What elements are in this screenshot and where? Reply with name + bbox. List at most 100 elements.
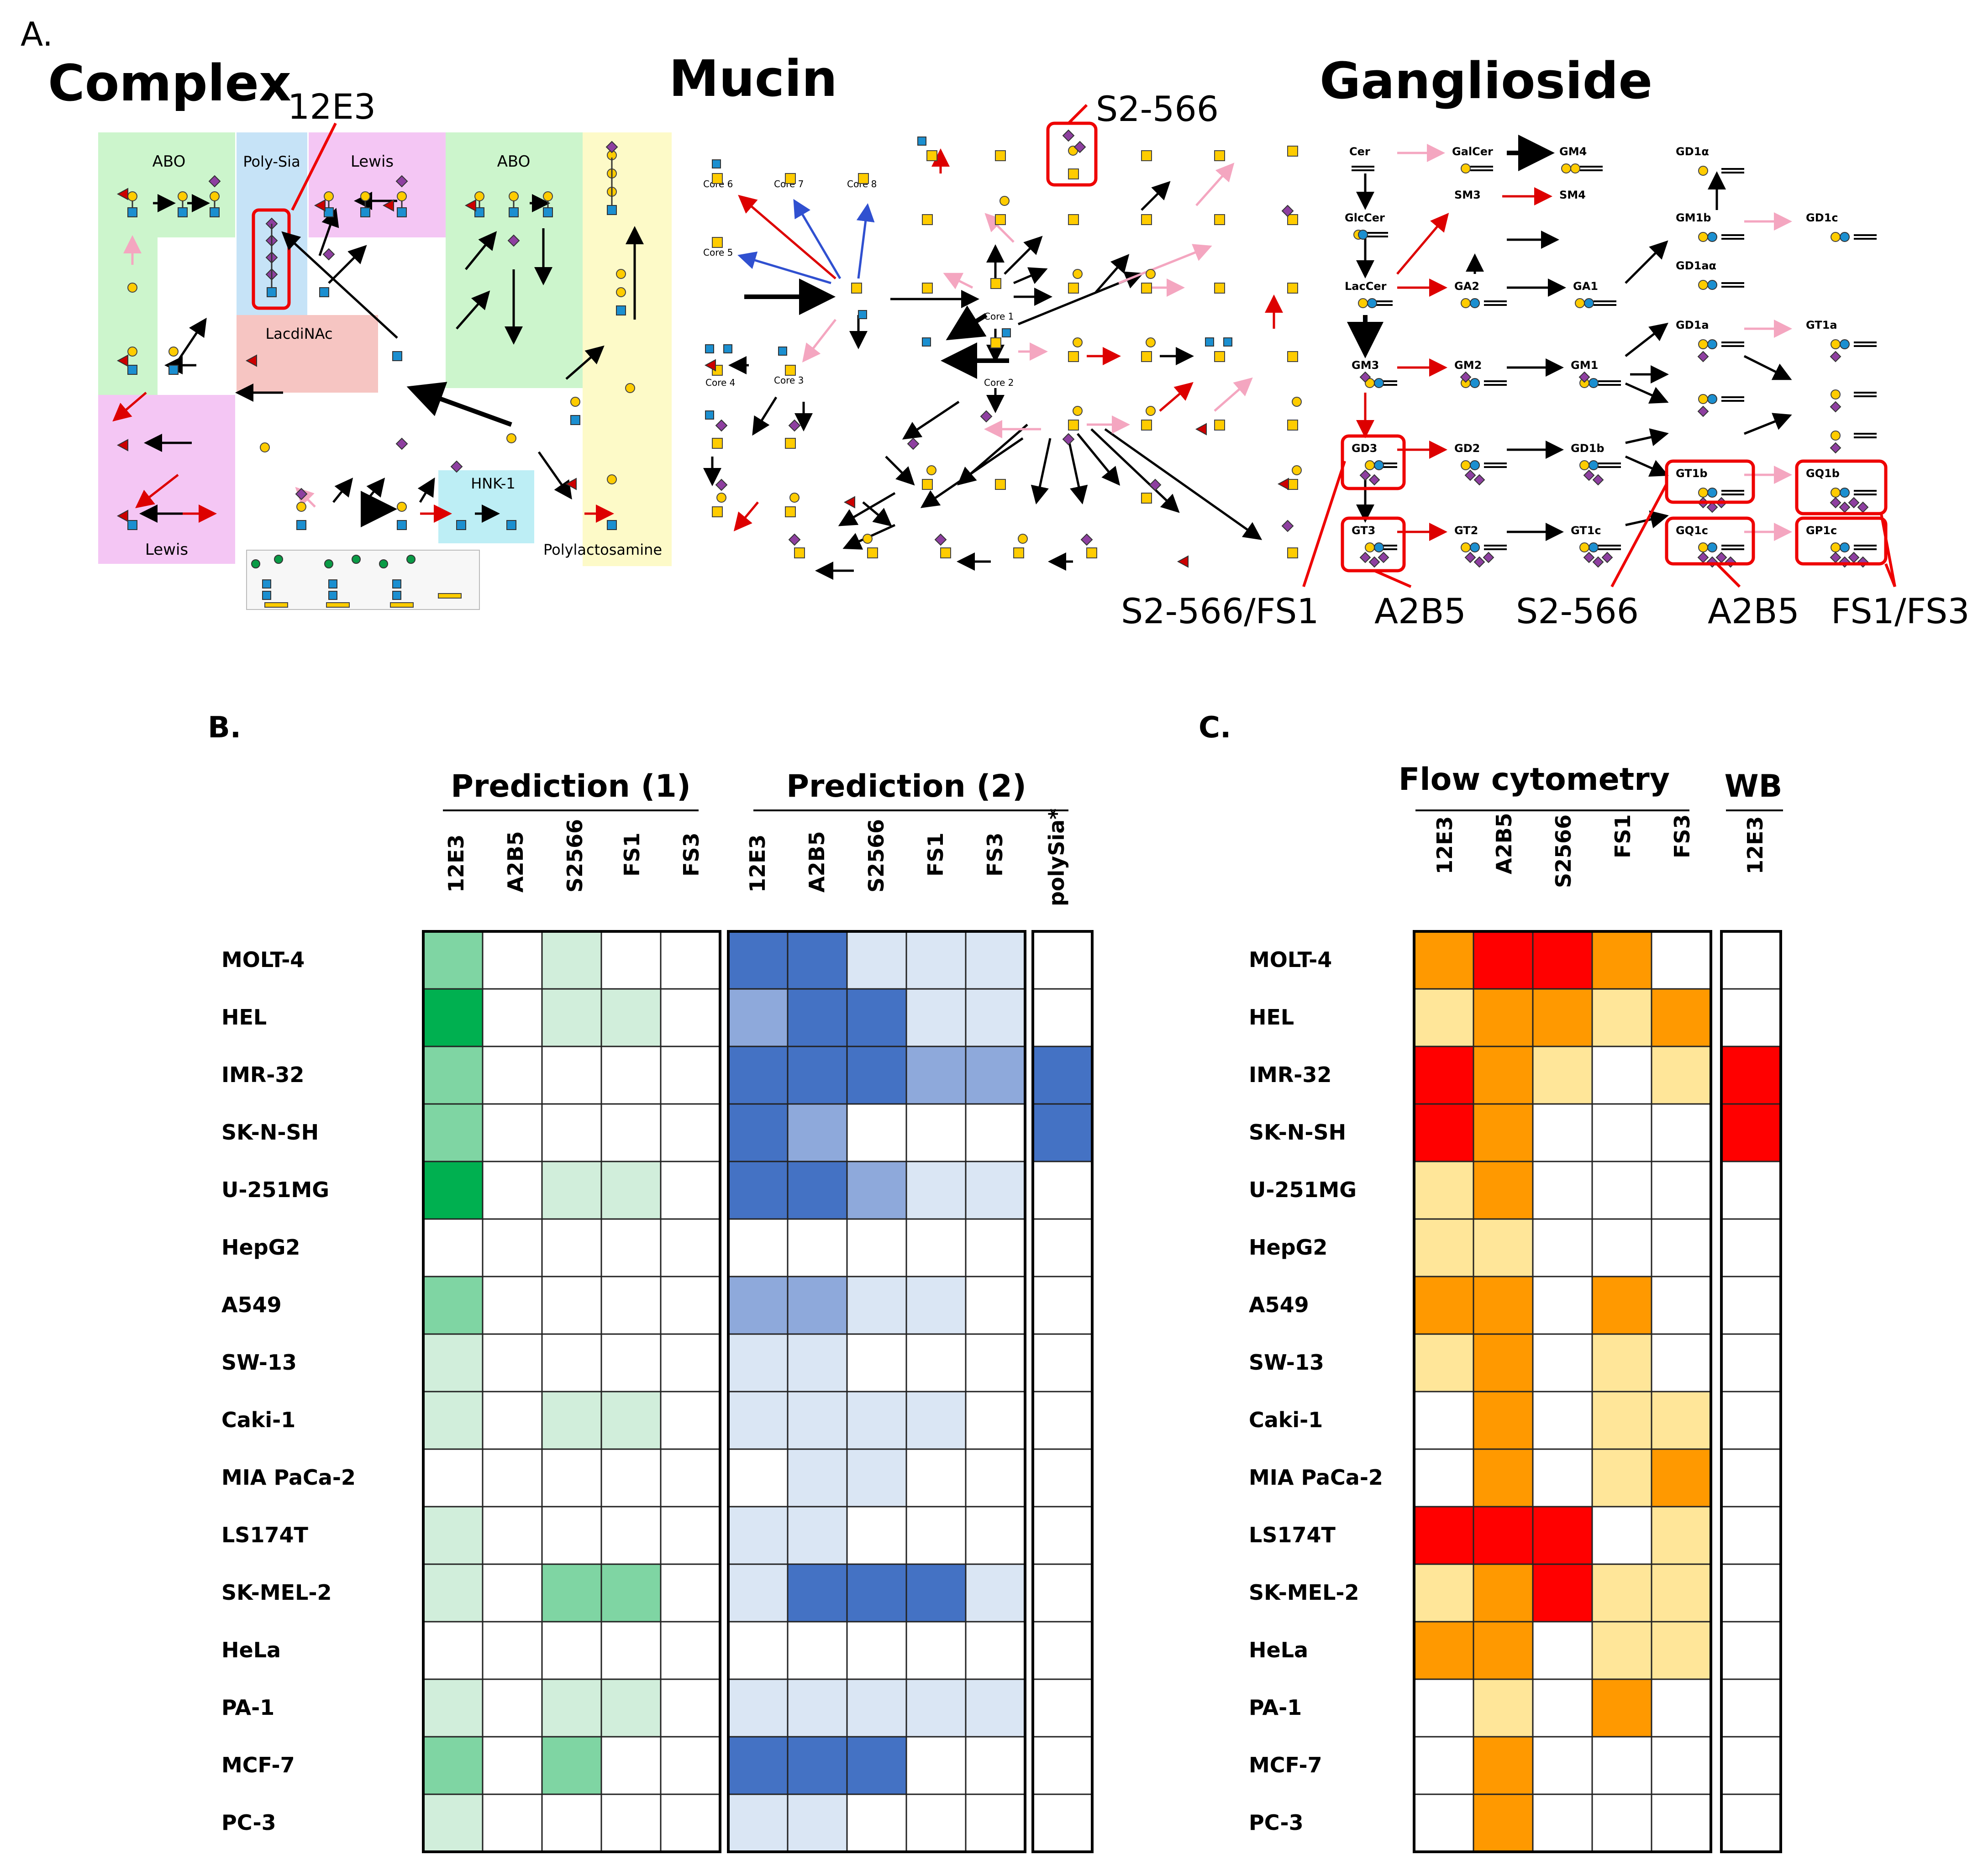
pred1-cell [541,1736,602,1795]
mucin-glycans [704,129,1302,568]
pred2-cell [727,930,789,990]
gsl-gq1c: GQ1c [1676,524,1708,537]
pred1-cell [482,1276,543,1335]
pred1-cell [660,1678,721,1738]
panel-c-row-labels: MOLT-4 HEL IMR-32 SK-N-SH U-251MG HepG2 … [1249,947,1383,1835]
pred2-col-a2b5: A2B5 [805,831,829,893]
gsl-gm2: GM2 [1454,359,1482,372]
wb-cell [1720,1391,1782,1450]
gsl-gp1c: GP1c [1806,524,1837,537]
pred2-border [727,930,1026,1853]
pred1-cell [541,1046,602,1105]
flow-cell [1532,1621,1593,1680]
pred1-cell [422,1621,484,1680]
pred2-cell [905,1448,967,1508]
panel-b-pred2-title: Prediction (2) [786,768,1026,804]
pred2-cell [905,1736,967,1795]
pred1-cell [660,1161,721,1220]
pred2-cell [727,1506,789,1565]
pred2-cell [846,1161,907,1220]
pred1-cell [422,1103,484,1162]
flow-cell [1591,1621,1652,1680]
pred1-cell [422,1046,484,1105]
pred1-cell [600,1391,662,1450]
polysia-cell [1032,1506,1093,1565]
wb-cell [1720,1103,1782,1162]
complex-abo-right-region [446,132,583,388]
panel-c-row-label: MIA PaCa-2 [1249,1465,1383,1490]
flow-cell [1473,1276,1534,1335]
flow-cell [1532,1506,1593,1565]
gsl-cer: Cer [1349,145,1370,158]
pred2-cell [905,1333,967,1393]
pred1-cell [600,1448,662,1508]
mucin-core1-label: Core 1 [984,311,1014,322]
polysia-cell [1032,1736,1093,1795]
complex-hnk1-label: HNK-1 [471,475,516,492]
flow-cell [1413,1678,1474,1738]
flow-cell [1591,1793,1652,1853]
gsl-gt2: GT2 [1454,524,1478,537]
pred1-cell [482,1103,543,1162]
panel-c-row-label: A549 [1249,1293,1309,1317]
ganglioside-labels: Cer GalCer GM4 GlcCer SM3 SM4 LacCer GA2… [1345,145,1840,537]
flow-cell [1413,1276,1474,1335]
gsl-ga2: GA2 [1454,280,1479,293]
wb-cell [1720,1563,1782,1623]
wb-cell [1720,988,1782,1047]
pred2-cell [787,1793,848,1853]
mucin-arrows [703,148,1283,580]
panel-c-wb-title: WB [1725,768,1783,804]
pred2-cell [905,1218,967,1277]
pred1-cell [541,1678,602,1738]
pred1-cell [482,1333,543,1393]
complex-lacdinac-region [237,315,378,393]
panel-b-row-label: HepG2 [221,1235,300,1260]
flow-cell [1651,1103,1712,1162]
flow-cell [1413,1046,1474,1105]
pred2-cell [905,988,967,1047]
polysia-cell [1032,1793,1093,1853]
wb-cell [1720,930,1782,990]
pred1-cell [600,988,662,1047]
pred1-cell [422,1506,484,1565]
pred1-cell [482,1448,543,1508]
pred2-cell [727,1333,789,1393]
flow-cell [1532,1103,1593,1162]
flow-cell [1413,988,1474,1047]
pred2-cell [787,1391,848,1450]
pred1-cell [541,1391,602,1450]
gsl-gt1c: GT1c [1571,524,1601,537]
pred1-cell [482,1563,543,1623]
panel-c-row-label: MCF-7 [1249,1753,1322,1777]
wb-heatmap [1720,930,1782,1853]
panel-c-flow-title: Flow cytometry [1399,762,1670,798]
pred2-cell [727,1563,789,1623]
flow-cell [1473,930,1534,990]
gsl-sm3: SM3 [1454,189,1481,201]
flow-cell [1651,1161,1712,1220]
flow-cell [1532,1046,1593,1105]
pred2-cell [846,1333,907,1393]
pred2-cell [965,1736,1026,1795]
mucin-core5-label: Core 5 [703,247,733,258]
pred2-cell [905,1161,967,1220]
complex-polysia-label: Poly-Sia [243,153,300,170]
wb-cell [1720,1333,1782,1393]
mucin-pathway: Mucin S2-566 Core 6 Core 7 Core 8 Core 5… [669,49,1302,580]
flow-cell [1591,1161,1652,1220]
panel-b-row-label: A549 [221,1293,282,1317]
wb-col-12e3: 12E3 [1743,816,1768,874]
pred1-cell [541,988,602,1047]
gsl-gt1b: GT1b [1676,467,1708,480]
pred2-col-fs3: FS3 [983,832,1007,877]
pred2-cell [787,1563,848,1623]
polysia-cell [1032,1678,1093,1738]
pred1-cell [660,1333,721,1393]
wb-cell [1720,1793,1782,1853]
flow-cell [1473,1793,1534,1853]
pred1-cell [422,1793,484,1853]
panel-c-row-label: Caki-1 [1249,1408,1323,1432]
flow-cell [1591,1218,1652,1277]
gsl-laccer: LacCer [1345,280,1387,293]
